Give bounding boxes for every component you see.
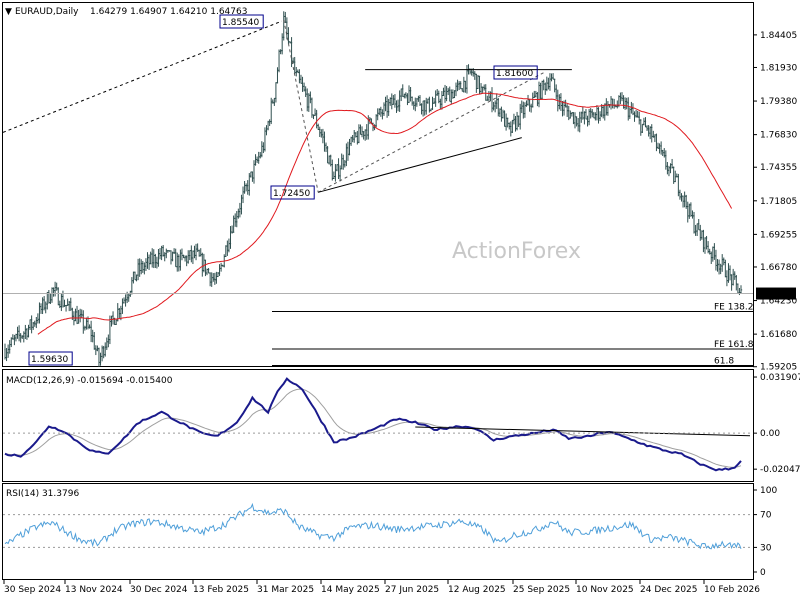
price-tick-label: 1.59205 (760, 363, 797, 373)
high-2025-label: 1.85540 (222, 18, 259, 28)
rsi-panel-frame (2, 483, 754, 580)
menu-chevron-icon[interactable]: ▼ (5, 7, 12, 17)
date-tick-label: 10 Feb 2026 (704, 585, 760, 595)
macd-signal-line (4, 388, 742, 468)
macd-tick-label: 0.00 (760, 429, 780, 439)
low-2024-label-box (28, 351, 73, 366)
last-price-tag-label: 1.64763 (759, 290, 796, 300)
rsi-tick-label: 30 (760, 543, 772, 553)
low-2024-label: 1.59630 (31, 355, 68, 365)
rsi-tick-label: 0 (760, 568, 766, 578)
ohlc-readout: 1.64279 1.64907 1.64210 1.64763 (90, 7, 247, 17)
fibonacci-level-label: FE 161.8 (714, 340, 754, 350)
watermark: ActionForex (452, 239, 581, 264)
symbol-label: EURAUD,Daily (15, 7, 79, 17)
fibonacci-level-label: FE 138.2 (714, 302, 754, 312)
macd-tick-label: -0.020479 (760, 465, 800, 475)
macd-title: MACD(12,26,9) -0.015694 -0.015400 (6, 376, 173, 386)
dashed-trendline (2, 20, 282, 133)
dashed-retrace-line (283, 19, 319, 193)
date-tick-label: 30 Sep 2024 (4, 585, 61, 595)
price-tick-label: 1.69255 (760, 230, 797, 240)
rsi-title: RSI(14) 31.3796 (6, 489, 79, 499)
fibonacci-level-label: 61.8 (714, 356, 734, 366)
rsi-tick-label: 70 (760, 511, 772, 521)
range-low-label-box (270, 185, 315, 200)
date-tick-label: 31 Mar 2025 (257, 585, 314, 595)
macd-main-line (4, 377, 742, 472)
range-low-label: 1.72450 (273, 189, 310, 199)
price-tick-label: 1.76830 (760, 131, 797, 141)
range-top-label-box (493, 65, 538, 80)
price-tick-label: 1.79380 (760, 97, 797, 107)
date-tick-label: 13 Nov 2024 (65, 585, 123, 595)
date-tick-label: 12 Aug 2025 (448, 585, 506, 595)
rsi-layer: 100 70 30 0 (3, 486, 777, 578)
price-tick-label: 1.71805 (760, 197, 797, 207)
price-tick-label: 1.74355 (760, 163, 797, 173)
price-tick-label: 1.61680 (760, 330, 797, 340)
date-tick-label: 27 Jun 2025 (385, 585, 439, 595)
date-tick-label: 24 Dec 2025 (640, 585, 698, 595)
high-2025-label-box (219, 14, 264, 29)
price-tick-label: 1.64230 (760, 297, 797, 307)
price-tick-label: 1.81930 (760, 63, 797, 73)
date-tick-label: 10 Nov 2025 (576, 585, 634, 595)
macd-panel-frame (2, 369, 754, 482)
date-tick-label: 14 May 2025 (321, 585, 380, 595)
rsi-line (4, 502, 742, 550)
rsi-tick-label: 100 (760, 486, 777, 496)
macd-tick-label: 0.031907 (760, 373, 800, 383)
price-tick-label: 1.66780 (760, 263, 797, 273)
last-price-tag (756, 287, 796, 300)
date-tick-label: 30 Dec 2024 (130, 585, 188, 595)
macd-layer: 0.031907 0.00 -0.020479 (3, 373, 800, 475)
macd-trendline (415, 426, 751, 437)
price-layer: FE 138.2 FE 161.8 61.8 1.85540 1.81600 1.7245… (2, 11, 754, 367)
price-tick-label: 1.84405 (760, 31, 797, 41)
moving-average-line (37, 92, 733, 335)
date-tick-label: 25 Sep 2025 (513, 585, 570, 595)
date-tick-label: 13 Feb 2025 (193, 585, 249, 595)
axis-layer: 1.84405 1.81930 1.79380 1.76830 1.74355 1.718… (3, 31, 797, 595)
range-top-label: 1.81600 (496, 69, 533, 79)
dashed-rebound-line (317, 71, 546, 193)
rising-support-line (318, 137, 522, 193)
price-panel-frame (2, 2, 754, 367)
